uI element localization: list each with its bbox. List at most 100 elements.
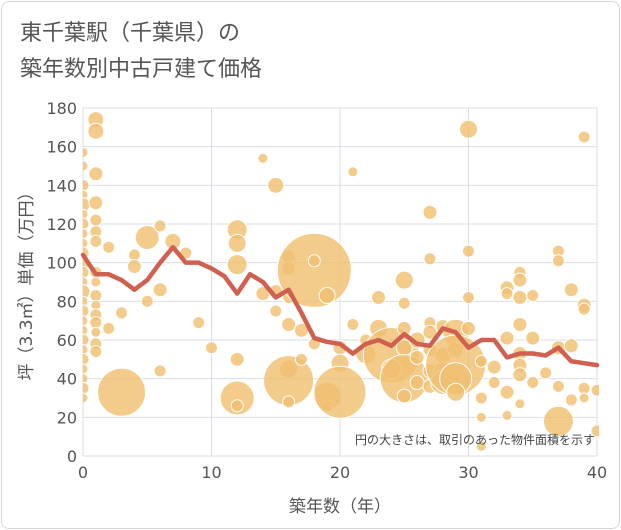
y-tick-label: 140: [46, 176, 77, 195]
bubble-point: [526, 376, 540, 390]
bubble-point: [446, 382, 466, 402]
bubble-point: [83, 344, 89, 356]
x-tick-label: 20: [330, 463, 350, 482]
bubble-point: [512, 289, 528, 305]
y-tick-label: 0: [67, 447, 77, 466]
bubble-point: [83, 381, 90, 395]
bubble-point: [474, 391, 488, 405]
chart-title: 東千葉駅（千葉県）の 築年数別中古戸建て価格: [20, 16, 262, 88]
bubble-point: [475, 440, 487, 452]
bubble-point: [282, 395, 296, 409]
bubble-point: [219, 380, 255, 416]
bubble-point: [83, 265, 90, 279]
bubble-point: [83, 178, 90, 192]
bubble-point: [486, 359, 502, 375]
bubble-point: [226, 254, 248, 276]
bubble-point: [281, 317, 297, 333]
bubble-point: [409, 375, 425, 391]
bubble-point: [269, 304, 283, 318]
bubble-point: [134, 225, 160, 251]
bubble-point: [551, 379, 565, 393]
bubble-point: [347, 166, 359, 178]
bubble-point: [294, 352, 308, 366]
bubble-point: [83, 333, 90, 347]
bubble-point: [577, 130, 591, 144]
bubble-point: [459, 119, 478, 139]
y-tick-label: 40: [57, 370, 77, 389]
bubble-point: [83, 363, 89, 375]
bubble-point: [409, 349, 425, 365]
bubble-point: [577, 302, 591, 316]
bubble-layer: [83, 111, 599, 452]
bubble-point: [461, 320, 476, 336]
bubble-point: [90, 326, 102, 338]
bubble-point: [83, 373, 89, 385]
x-tick-label: 40: [587, 463, 607, 482]
bubble-point: [87, 122, 105, 140]
bubble-point: [83, 324, 89, 336]
bubble-point: [475, 411, 487, 423]
bubble-point: [313, 365, 367, 419]
bubble-point: [83, 228, 89, 240]
bubble-point: [487, 376, 501, 390]
bubble-point: [542, 405, 574, 437]
bubble-point: [89, 345, 103, 359]
bubble-point: [83, 295, 89, 307]
bubble-point: [83, 160, 89, 172]
bubble-point: [83, 392, 89, 404]
y-tick-label: 120: [46, 215, 77, 234]
bubble-point: [318, 287, 336, 305]
bubble-point: [462, 244, 475, 258]
bubble-point: [88, 166, 104, 182]
bubble-point: [140, 294, 154, 308]
bubble-point: [153, 219, 167, 233]
bubble-point: [153, 364, 167, 378]
bubble-point: [276, 232, 352, 308]
bubble-point: [500, 287, 514, 301]
bubble-point: [267, 176, 285, 194]
bubble-point: [192, 316, 206, 330]
bubble-point: [83, 352, 90, 366]
y-tick-label: 180: [46, 99, 77, 118]
bubble-point: [229, 351, 245, 367]
bubble-point: [539, 366, 553, 380]
bubble-point: [126, 259, 142, 275]
bubble-point: [396, 388, 412, 404]
trend-line: [80, 244, 600, 368]
bubble-point: [499, 384, 515, 400]
bubble-point: [423, 252, 437, 266]
bubble-point: [102, 321, 116, 335]
x-axis-title: 築年数（年）: [289, 497, 391, 517]
bubble-point: [563, 282, 579, 298]
bubble-point: [205, 341, 218, 355]
bubble-point: [89, 213, 103, 227]
bubble-point: [551, 254, 565, 268]
bubble-point: [474, 354, 488, 368]
y-tick-label: 60: [57, 331, 77, 350]
bubble-point: [83, 217, 90, 231]
y-tick-label: 80: [57, 292, 77, 311]
bubble-point: [394, 270, 414, 290]
bubble-point: [307, 254, 321, 268]
bubble-point: [422, 204, 438, 220]
bubble-point: [90, 276, 102, 288]
bubble-point: [512, 367, 528, 383]
bubble-point: [83, 208, 89, 220]
bubble-point: [526, 289, 540, 303]
bubble-point: [83, 146, 89, 158]
bubble-point: [499, 330, 515, 346]
chart-title-line1: 東千葉駅（千葉県）の: [20, 21, 241, 46]
bubble-point: [88, 195, 104, 211]
bubble-point: [501, 409, 513, 421]
bubble-point: [83, 284, 91, 300]
bubble-point: [590, 424, 599, 438]
bubble-point: [462, 290, 475, 304]
bubble-point: [83, 237, 89, 249]
bubble-point: [230, 399, 244, 413]
bubble-point: [578, 392, 590, 404]
bubble-point: [227, 233, 247, 253]
x-tick-label: 10: [201, 463, 221, 482]
y-tick-label: 20: [57, 408, 77, 427]
bubble-point: [563, 338, 579, 354]
